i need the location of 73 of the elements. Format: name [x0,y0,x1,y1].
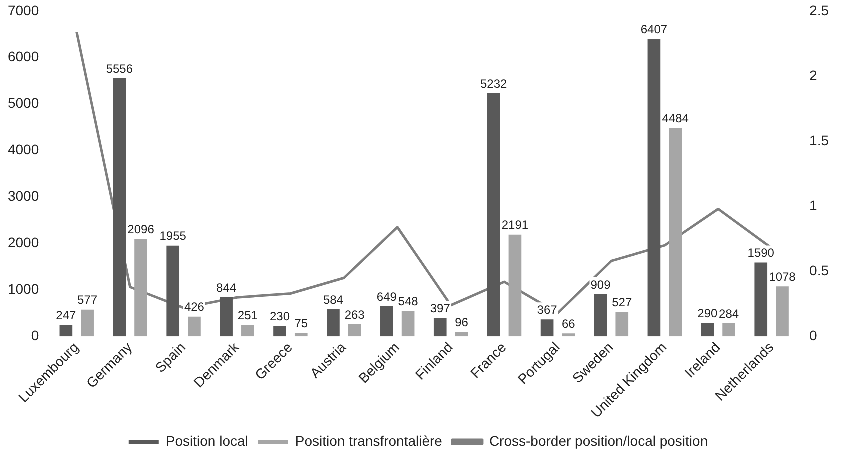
data-label: 584 [323,292,344,307]
bar [722,323,736,337]
bar [274,326,286,337]
bar [776,286,789,337]
bar [540,320,554,337]
data-label: 367 [537,302,558,317]
bar [348,324,362,337]
legend-label: Position local [166,432,248,449]
data-label: 247 [56,308,77,323]
y-tick-label: 1000 [8,281,40,298]
data-label: 426 [184,300,205,314]
bar [616,312,629,337]
bar [327,310,340,337]
bar [220,297,233,337]
bar [134,239,148,337]
bar [669,128,682,337]
data-label: 1955 [160,229,187,244]
y2-tick-label: 1.5 [810,132,830,148]
bar [81,310,94,337]
bar [380,306,394,337]
data-label: 1590 [748,246,775,260]
y-tick-label: 2000 [8,234,40,251]
data-label: 2191 [502,218,529,232]
y2-tick-label: 0.5 [810,262,830,278]
data-label: 96 [455,316,469,330]
bar [434,318,447,337]
data-label: 290 [698,306,718,321]
y2-tick-label: 0 [810,328,818,344]
y-tick-label: 3000 [8,188,40,204]
bar [455,332,468,337]
data-label: 230 [270,309,290,324]
bar [562,334,576,337]
data-label: 263 [344,308,366,322]
data-label: 2096 [128,222,155,237]
legend-label: Cross-border position/local position [489,432,708,449]
y2-tick-label: 2.5 [810,2,830,18]
data-label: 251 [238,308,258,322]
y-tick-label: 7000 [8,2,40,18]
y-tick-label: 4000 [8,142,40,158]
data-label: 649 [376,290,398,304]
data-label: 5232 [480,76,508,91]
y-tick-label: 0 [31,328,40,344]
data-label: 909 [590,278,612,292]
bar [113,78,126,337]
data-label: 844 [216,280,237,295]
legend-label: Position transfrontalière [295,432,443,449]
bar [754,262,768,337]
data-label: 6407 [640,22,668,36]
bar [487,94,500,337]
bar [701,323,714,337]
bar [242,325,254,337]
y-tick-label: 5000 [8,95,40,112]
data-label: 4484 [662,112,690,126]
y-tick-label: 6000 [8,48,40,65]
bar [594,294,608,337]
bar [402,311,415,337]
y2-tick-label: 2 [810,67,818,84]
data-label: 577 [78,293,98,308]
bar [648,38,661,337]
data-label: 548 [398,294,419,309]
data-label: 397 [430,302,451,316]
data-label: 66 [562,316,576,331]
bar [166,246,180,337]
data-label: 5556 [106,62,134,76]
bar [294,333,308,337]
data-label: 527 [612,296,632,310]
data-label: 1078 [769,270,796,284]
bar [188,316,201,337]
bar [508,234,522,337]
data-label: 284 [719,306,740,321]
bar [60,325,73,337]
y2-tick-label: 1 [810,197,818,214]
data-label: 75 [294,316,308,331]
